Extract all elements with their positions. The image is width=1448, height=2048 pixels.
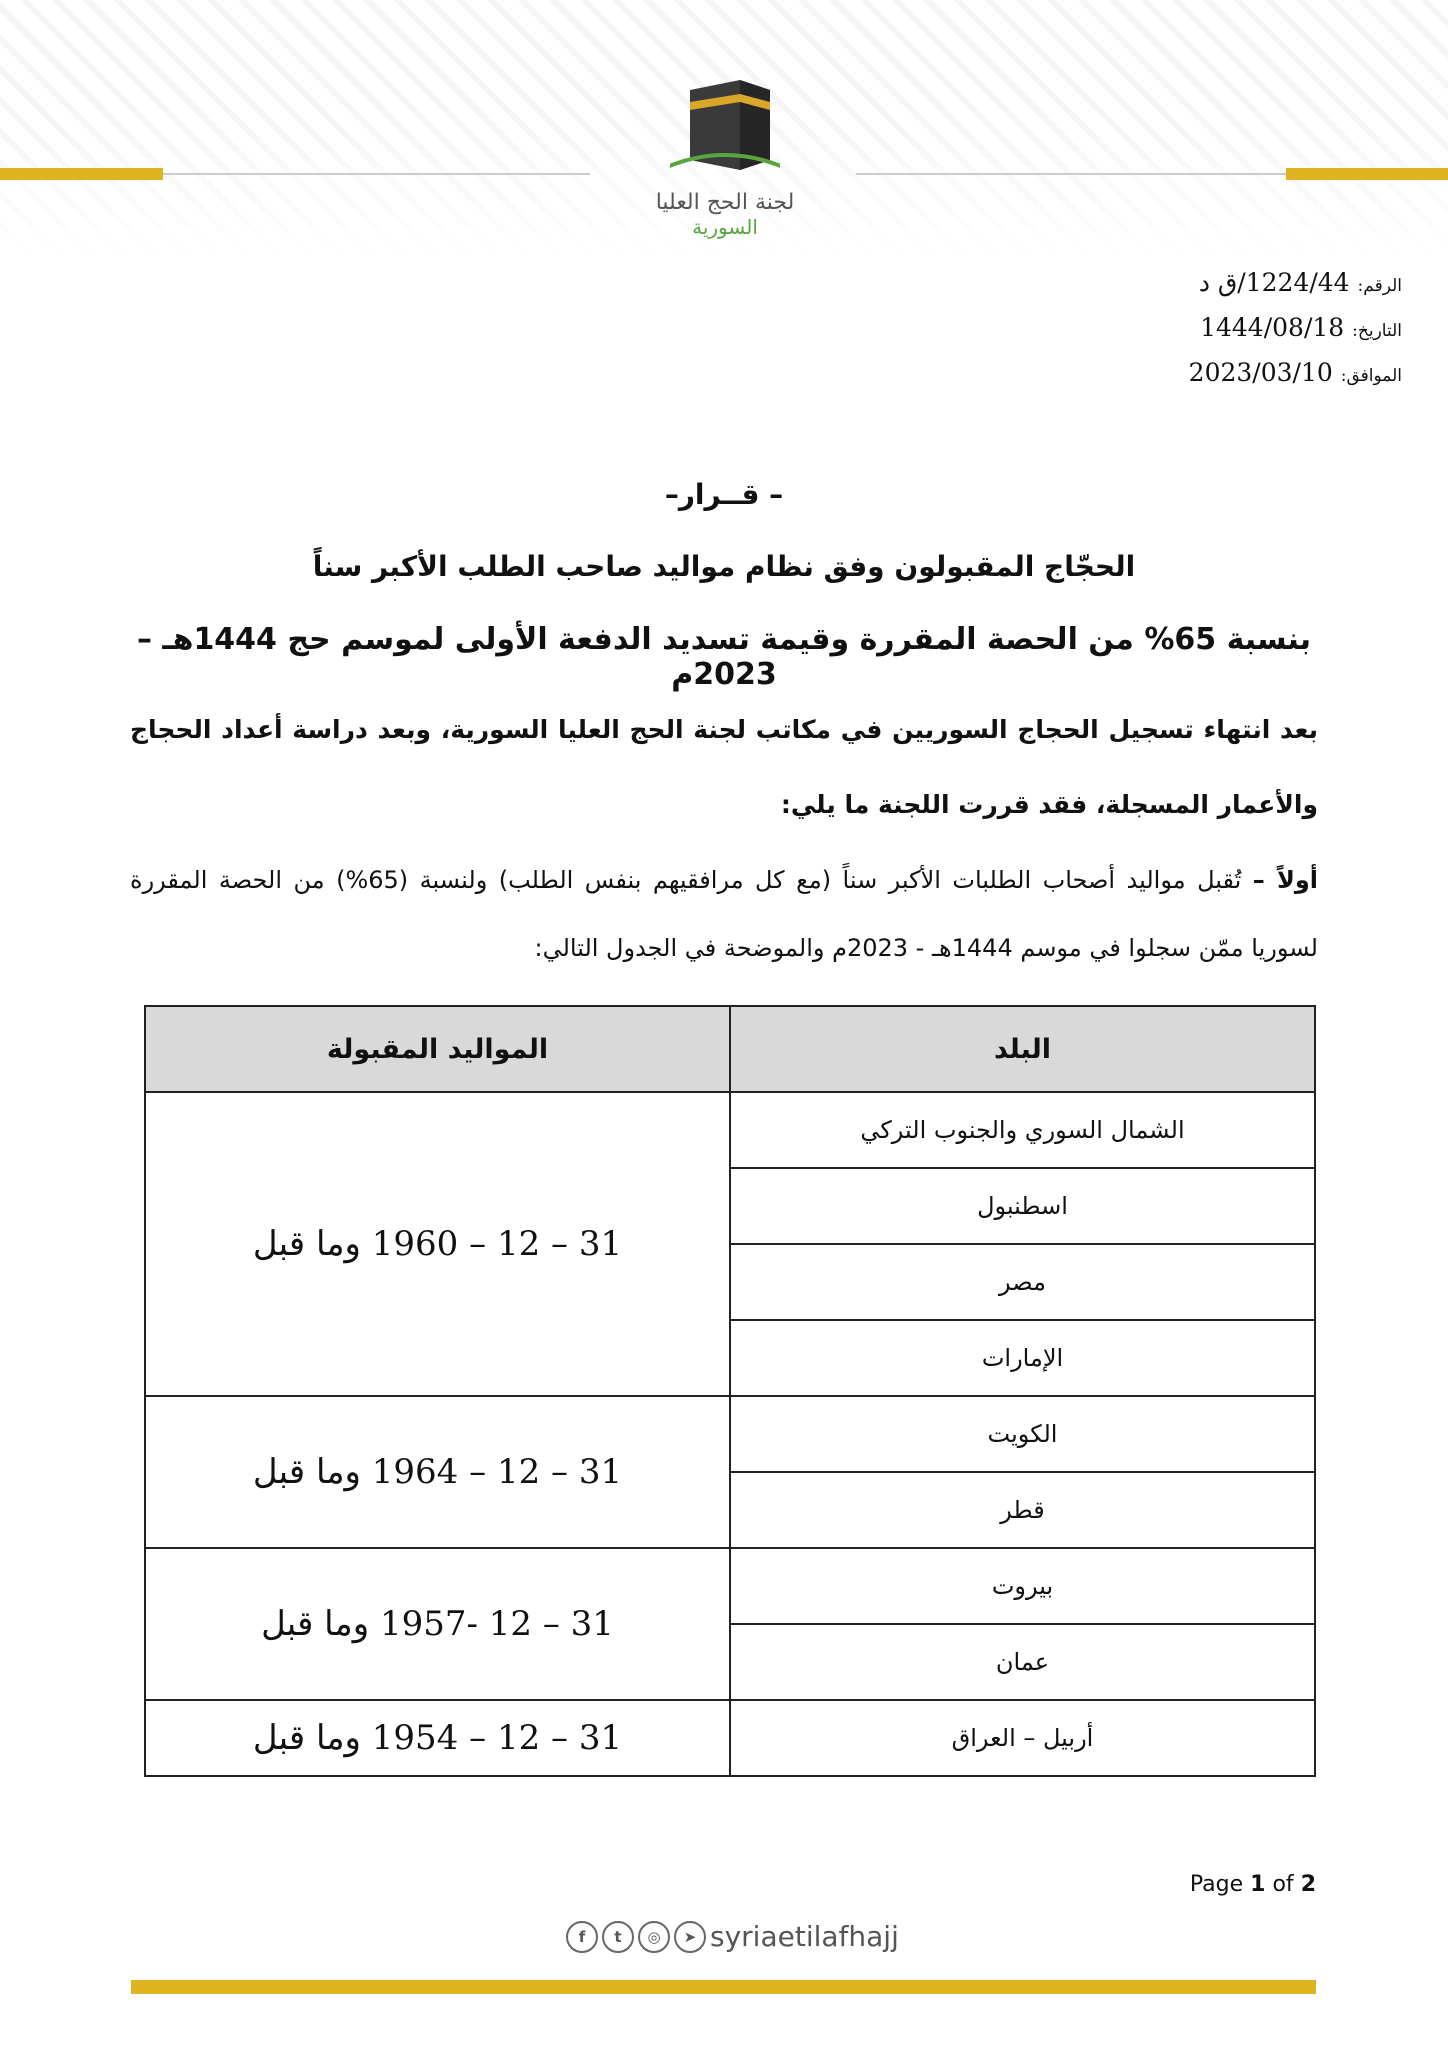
subtitle-1: الحجّاج المقبولون وفق نظام مواليد صاحب ا…: [312, 550, 1136, 583]
births-cell: 31 – 12 – 1964 وما قبل: [144, 1395, 731, 1549]
table-row: قطر: [145, 1471, 1316, 1549]
gold-bar-left: [0, 168, 163, 180]
header-births: المواليد المقبولة: [144, 1005, 731, 1093]
hijri-date: 1444/08/18: [1200, 313, 1345, 342]
number-label: الرقم:: [1357, 276, 1402, 296]
telegram-icon[interactable]: ➤: [674, 1920, 706, 1953]
reference-number: 1224/44/ق د: [1198, 268, 1350, 297]
country-cell: الشمال السوري والجنوب التركي: [729, 1091, 1316, 1169]
divider-left: [163, 173, 590, 175]
subtitle-2: بنسبة 65% من الحصة المقررة وقيمة تسديد ا…: [136, 622, 1312, 692]
country-cell: قطر: [729, 1471, 1316, 1549]
page-indicator: Page 1 of 2: [1190, 1872, 1316, 1897]
table-row: اسطنبول: [145, 1167, 1316, 1245]
intro-paragraph: بعد انتهاء تسجيل الحجاج السوريين في مكات…: [130, 715, 1318, 819]
page-word: Page: [1189, 1872, 1244, 1897]
page-total: 2: [1300, 1872, 1316, 1897]
births-cell: 31 – 12 – 1954 وما قبل: [144, 1699, 731, 1777]
social-handle[interactable]: syriaetilafhajj: [710, 1920, 899, 1953]
country-cell: الإمارات: [729, 1319, 1316, 1397]
table-row: بيروت 31 – 12 -1957 وما قبل: [144, 1547, 1316, 1701]
table-row: مصر: [145, 1243, 1316, 1321]
date-label: التاريخ:: [1352, 321, 1402, 341]
of-word: of: [1272, 1872, 1294, 1897]
country-cell: بيروت: [729, 1547, 1316, 1625]
gold-bar-right: [1286, 168, 1448, 180]
first-clause: أولاً – تُقبل مواليد أصحاب الطلبات الأكب…: [130, 846, 1318, 982]
facebook-icon[interactable]: f: [566, 1920, 598, 1953]
gregorian-date: 2023/03/10: [1188, 358, 1333, 387]
page-number: 1: [1250, 1872, 1266, 1897]
country-cell: مصر: [729, 1243, 1316, 1321]
births-cell: 31 – 12 – 1960 وما قبل: [144, 1091, 731, 1397]
table-row: الشمال السوري والجنوب التركي 31 – 12 – 19…: [144, 1091, 1316, 1397]
births-table: البلد المواليد المقبولة الشمال السوري وا…: [144, 1005, 1316, 1777]
country-cell: الكويت: [729, 1395, 1316, 1473]
table-row: عمان: [145, 1623, 1316, 1701]
header-country: البلد: [729, 1005, 1316, 1093]
social-links: f t ◎ ➤ syriaetilafhajj: [566, 1920, 899, 1953]
org-name: لجنة الحج العليا: [655, 190, 795, 215]
org-country: السورية: [692, 215, 758, 239]
table-row: أربيل – العراق 31 – 12 – 1954 وما قبل: [144, 1699, 1316, 1777]
table-row: الكويت 31 – 12 – 1964 وما قبل: [144, 1395, 1316, 1549]
twitter-icon[interactable]: t: [602, 1920, 634, 1953]
gold-bar-bottom: [131, 1980, 1316, 1994]
country-cell: أربيل – العراق: [729, 1699, 1316, 1777]
births-cell: 31 – 12 -1957 وما قبل: [144, 1547, 731, 1701]
logo: لجنة الحج العليا السورية: [620, 80, 830, 239]
kaaba-icon: [649, 80, 801, 177]
country-cell: عمان: [729, 1623, 1316, 1701]
document-meta: الرقم: 1224/44/ق د التاريخ: 1444/08/18 ا…: [1189, 262, 1402, 397]
table-row: الإمارات: [145, 1319, 1316, 1397]
divider-right: [856, 173, 1286, 175]
decision-title: – قــرار–: [664, 478, 784, 511]
instagram-icon[interactable]: ◎: [638, 1920, 670, 1953]
first-label: أولاً –: [1252, 866, 1318, 894]
corresponding-label: الموافق:: [1340, 366, 1402, 386]
first-text: تُقبل مواليد أصحاب الطلبات الأكبر سناً (…: [130, 866, 1318, 962]
country-cell: اسطنبول: [729, 1167, 1316, 1245]
